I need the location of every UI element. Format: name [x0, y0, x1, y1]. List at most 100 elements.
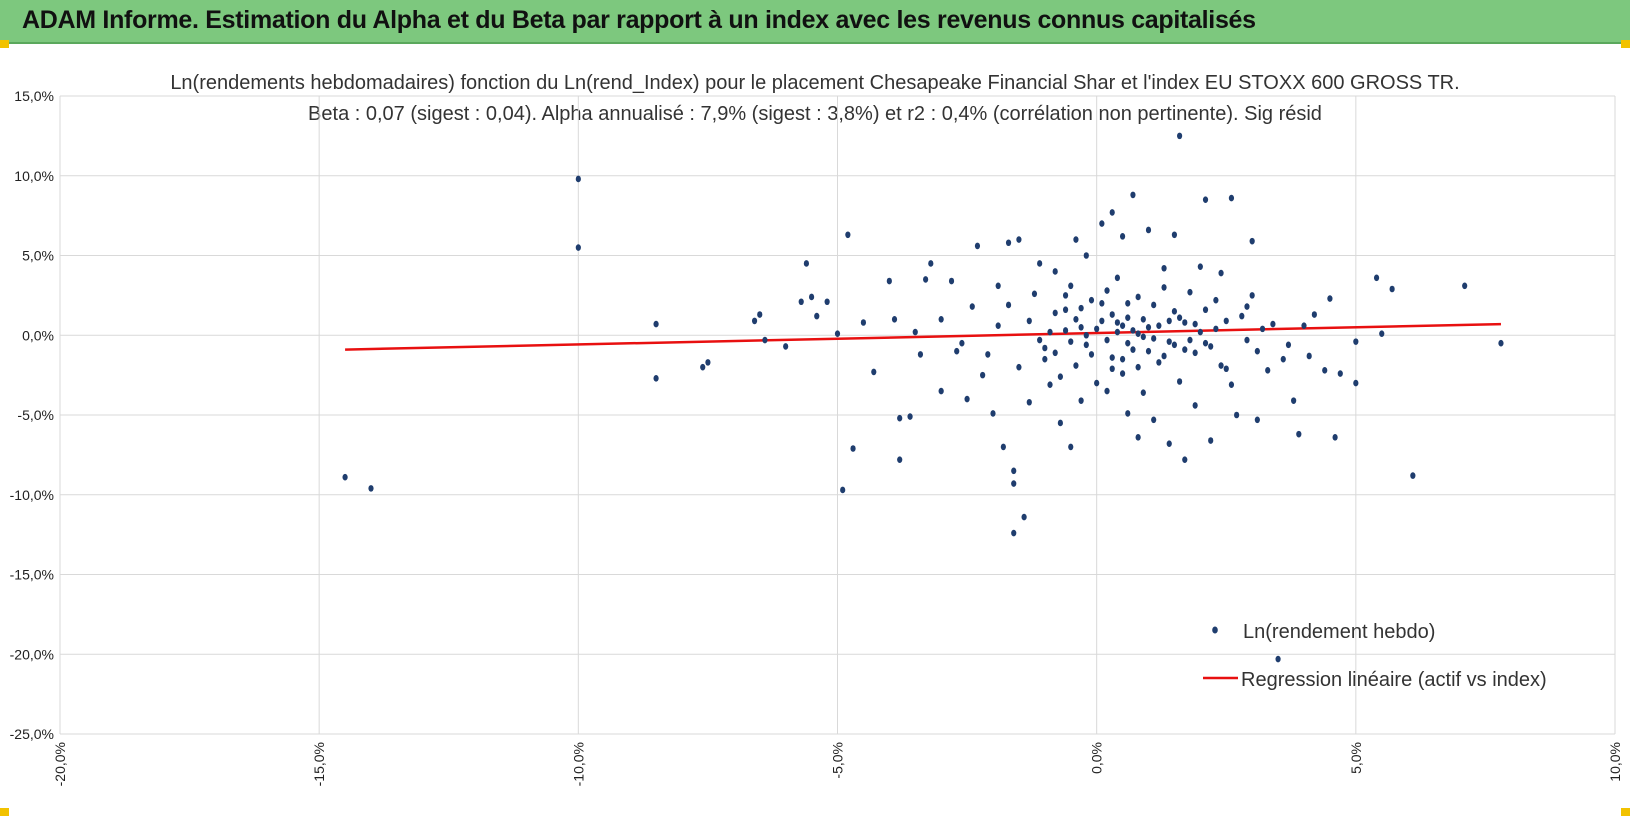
data-point [850, 445, 856, 452]
data-point [1259, 325, 1266, 333]
data-point [1016, 236, 1022, 243]
data-point [1094, 379, 1100, 387]
data-point [1011, 529, 1017, 537]
data-point [1140, 333, 1146, 341]
data-point [1291, 397, 1297, 404]
data-point [1187, 288, 1193, 296]
data-point [1099, 300, 1105, 307]
data-point [1052, 349, 1058, 357]
scatter-series [342, 132, 1504, 663]
data-point [1140, 389, 1146, 396]
data-point [974, 242, 981, 250]
data-point [1285, 341, 1292, 349]
data-point [1265, 367, 1271, 374]
data-point [1218, 269, 1224, 277]
data-point [1322, 367, 1328, 374]
data-point [1244, 303, 1250, 310]
data-point [860, 319, 867, 326]
data-point [1166, 317, 1172, 325]
y-tick-label: -20,0% [10, 646, 54, 662]
data-point [1099, 220, 1105, 227]
data-point [1068, 338, 1074, 345]
data-point [1042, 344, 1048, 352]
data-point [1109, 311, 1115, 318]
data-point [1125, 314, 1131, 322]
data-point [1202, 196, 1209, 203]
data-point [757, 311, 763, 318]
legend-label-regression: Regression linéaire (actif vs index) [1241, 669, 1547, 691]
data-point [1171, 341, 1178, 349]
data-point [1192, 349, 1198, 357]
data-point [1094, 325, 1100, 333]
x-tick-label: -20,0% [52, 742, 68, 786]
data-point [1125, 339, 1131, 347]
data-point [897, 456, 903, 463]
data-point [990, 410, 996, 417]
data-point [1109, 209, 1115, 216]
data-point [803, 260, 810, 267]
report-header-banner: ADAM Informe. Estimation du Alpha et du … [0, 0, 1630, 44]
data-point [1177, 378, 1183, 385]
data-point [1130, 327, 1136, 334]
data-point [575, 244, 581, 251]
data-point [814, 312, 820, 320]
data-point [1182, 346, 1188, 353]
data-point [1311, 311, 1317, 318]
data-point [1073, 362, 1079, 369]
data-point [1109, 354, 1115, 361]
data-point [1161, 352, 1167, 360]
data-point [1171, 308, 1178, 315]
corner-marker-bottom-right [1621, 808, 1630, 816]
data-point [1177, 314, 1183, 322]
data-point [1000, 443, 1006, 451]
chart-gridlines [59, 95, 1616, 735]
data-point [1052, 268, 1058, 275]
data-point [938, 387, 944, 395]
data-point [871, 368, 877, 376]
data-point [1228, 381, 1235, 388]
data-point [1047, 381, 1053, 388]
y-tick-label: 0,0% [22, 327, 54, 343]
y-tick-label: -10,0% [10, 487, 54, 503]
data-point [1005, 301, 1012, 309]
y-tick-label: 15,0% [14, 88, 54, 104]
data-point [1389, 285, 1395, 293]
data-point [1062, 327, 1069, 334]
x-tick-label: 5,0% [1348, 742, 1364, 774]
data-point [1353, 379, 1359, 387]
data-point [762, 336, 768, 344]
data-point [1078, 323, 1084, 331]
data-point [938, 316, 944, 323]
x-tick-label: -15,0% [311, 742, 327, 786]
data-point [1135, 330, 1141, 337]
y-tick-label: -15,0% [10, 567, 54, 583]
data-point [1145, 323, 1152, 331]
y-tick-label: 10,0% [14, 168, 54, 184]
legend-label-scatter: Ln(rendement hebdo) [1243, 621, 1435, 643]
data-point [834, 330, 841, 337]
data-point [1379, 330, 1385, 337]
data-point [1042, 355, 1048, 363]
data-point [1068, 443, 1074, 451]
data-point [1130, 346, 1136, 353]
corner-marker-bottom-left [0, 808, 9, 816]
data-point [824, 298, 830, 306]
data-point [1327, 295, 1333, 302]
data-point [1296, 430, 1302, 438]
data-point [995, 282, 1001, 290]
data-point [1239, 312, 1245, 320]
data-point [1202, 306, 1209, 314]
data-point [1410, 472, 1416, 479]
data-point [917, 351, 924, 358]
data-point [1337, 370, 1343, 377]
data-point [1109, 365, 1115, 373]
data-point [954, 347, 960, 355]
data-point [1166, 338, 1172, 345]
regression-line [345, 322, 1501, 351]
chart-legend: Ln(rendement hebdo) Regression linéaire (… [1203, 621, 1547, 691]
data-point [1047, 328, 1053, 336]
data-point [1213, 325, 1219, 333]
data-point [798, 298, 804, 306]
data-point [1031, 290, 1038, 298]
